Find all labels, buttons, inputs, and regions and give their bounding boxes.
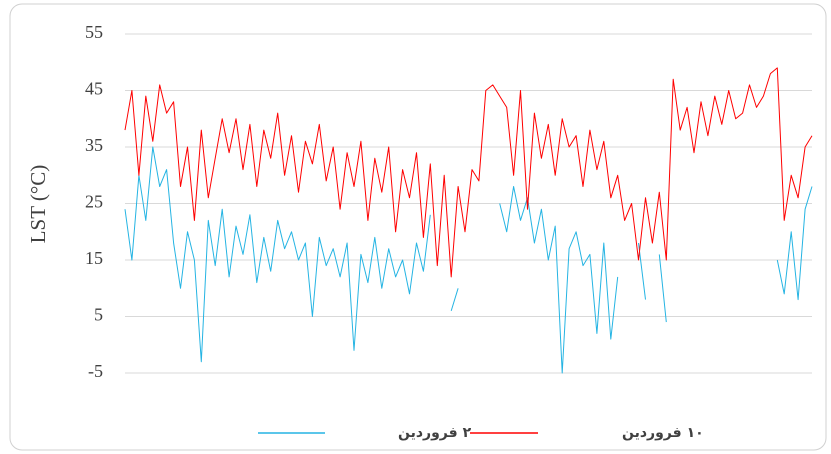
- y-tick-label: 55: [85, 22, 103, 42]
- legend-label: ۲ فروردین: [398, 425, 472, 441]
- y-tick-label: 5: [94, 305, 103, 325]
- y-tick-label: 35: [85, 135, 103, 155]
- y-axis-title: LST (°C): [26, 165, 50, 244]
- chart-frame: [9, 3, 827, 451]
- y-tick-label: 45: [85, 79, 103, 99]
- y-tick-label: -5: [88, 361, 103, 381]
- series-line: [124, 67, 813, 278]
- series-line: [124, 146, 813, 374]
- y-tick-label: 15: [85, 248, 103, 268]
- y-tick-label: 25: [85, 192, 103, 212]
- legend-label: ۱۰ فروردین: [622, 425, 704, 441]
